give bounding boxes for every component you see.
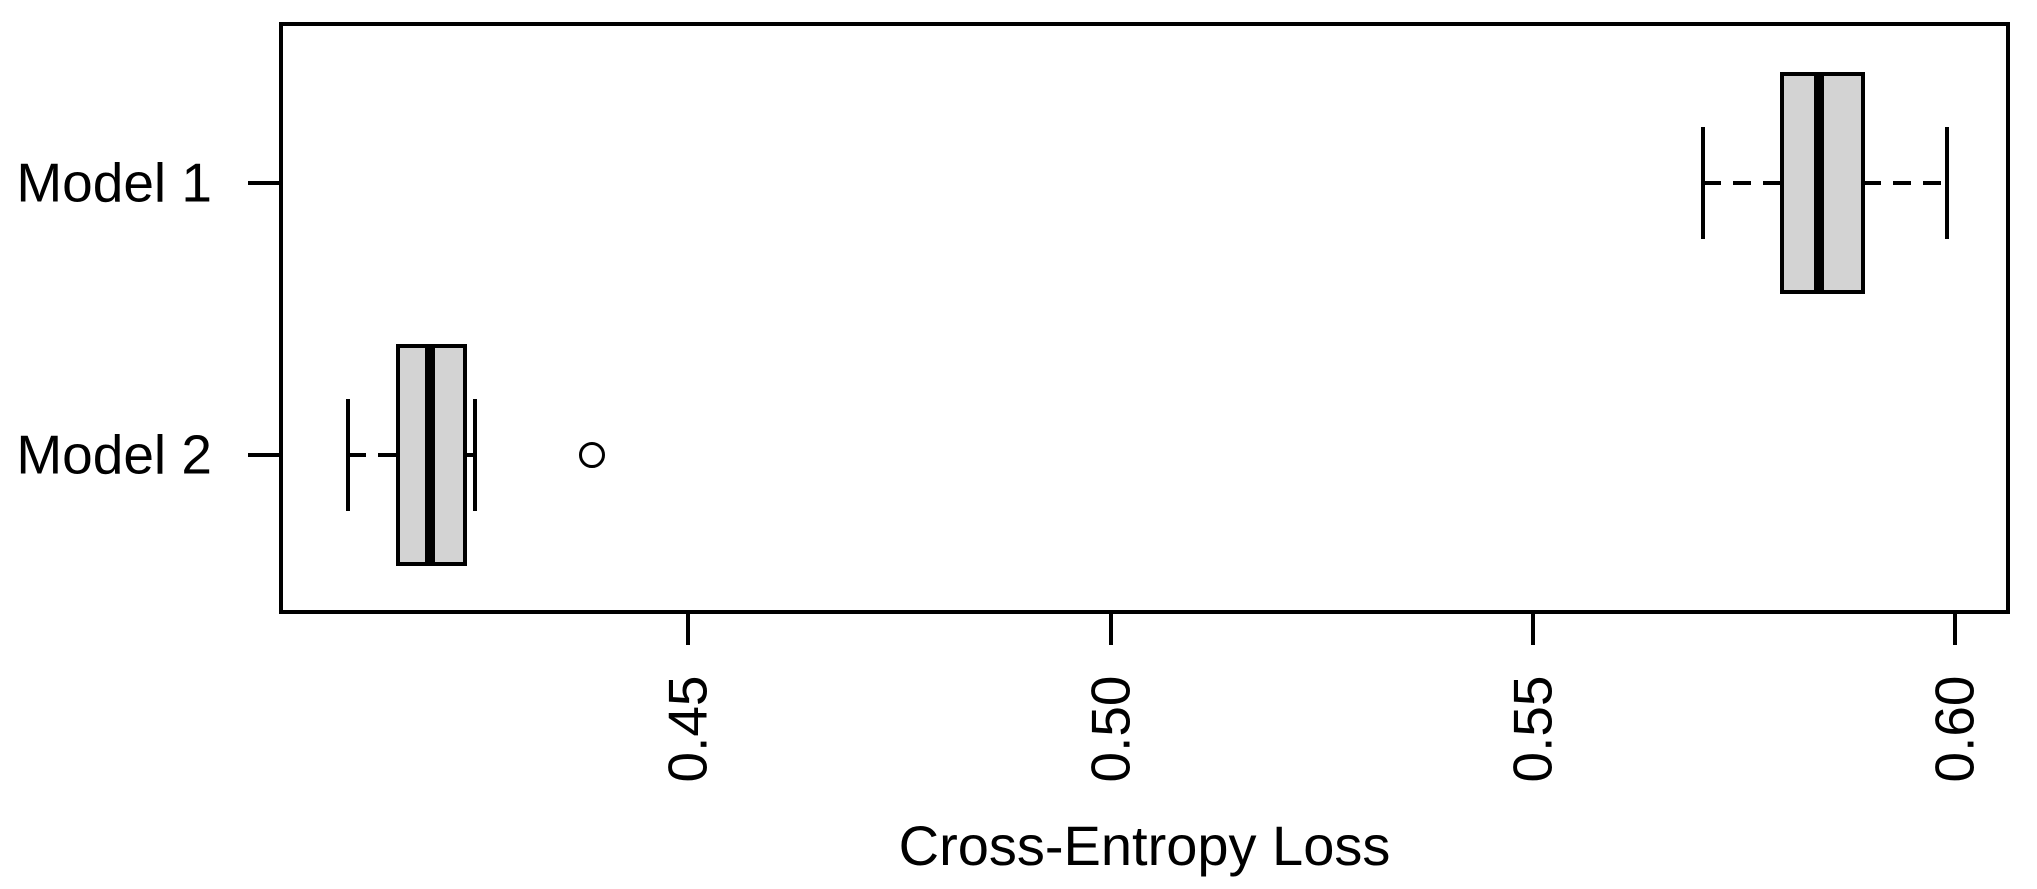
x-tick-label: 0.60 [1923, 675, 1986, 783]
x-tick [1531, 612, 1535, 645]
x-tick-label: 0.45 [656, 675, 719, 783]
outlier-point [579, 442, 605, 468]
plot-area [279, 22, 2010, 614]
y-category-label: Model 1 [16, 151, 212, 214]
x-tick [1953, 612, 1957, 645]
whisker-line-low [1703, 181, 1782, 185]
whisker-cap-high [1945, 127, 1949, 239]
x-tick [1109, 612, 1113, 645]
whisker-line-high [1863, 181, 1947, 185]
y-tick [248, 453, 281, 457]
whisker-cap-high [473, 399, 477, 511]
y-tick [248, 181, 281, 185]
x-tick-label: 0.50 [1079, 675, 1142, 783]
whisker-line-low [348, 453, 398, 457]
median-line [1814, 72, 1824, 294]
x-tick-label: 0.55 [1501, 675, 1564, 783]
x-tick [686, 612, 690, 645]
median-line [425, 344, 435, 566]
x-axis-title: Cross-Entropy Loss [898, 814, 1391, 877]
y-category-label: Model 2 [16, 423, 212, 486]
whisker-line-high [465, 453, 475, 457]
